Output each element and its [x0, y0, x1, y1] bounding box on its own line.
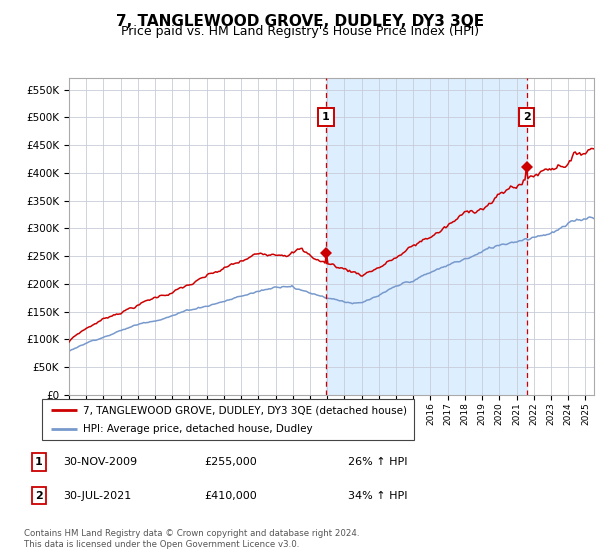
Text: Contains HM Land Registry data © Crown copyright and database right 2024.
This d: Contains HM Land Registry data © Crown c…: [24, 529, 359, 549]
Text: 7, TANGLEWOOD GROVE, DUDLEY, DY3 3QE (detached house): 7, TANGLEWOOD GROVE, DUDLEY, DY3 3QE (de…: [83, 405, 407, 415]
Text: 26% ↑ HPI: 26% ↑ HPI: [348, 457, 407, 467]
Bar: [326, 78, 527, 395]
Text: £410,000: £410,000: [204, 491, 257, 501]
Text: 1: 1: [322, 112, 329, 122]
Text: 1: 1: [35, 457, 43, 467]
Text: 7, TANGLEWOOD GROVE, DUDLEY, DY3 3QE: 7, TANGLEWOOD GROVE, DUDLEY, DY3 3QE: [116, 14, 484, 29]
Text: 34% ↑ HPI: 34% ↑ HPI: [348, 491, 407, 501]
Text: HPI: Average price, detached house, Dudley: HPI: Average price, detached house, Dudl…: [83, 424, 313, 433]
Text: 30-JUL-2021: 30-JUL-2021: [63, 491, 131, 501]
Text: 2: 2: [523, 112, 530, 122]
Text: 30-NOV-2009: 30-NOV-2009: [63, 457, 137, 467]
Text: £255,000: £255,000: [204, 457, 257, 467]
Text: Price paid vs. HM Land Registry's House Price Index (HPI): Price paid vs. HM Land Registry's House …: [121, 25, 479, 38]
Text: 2: 2: [35, 491, 43, 501]
